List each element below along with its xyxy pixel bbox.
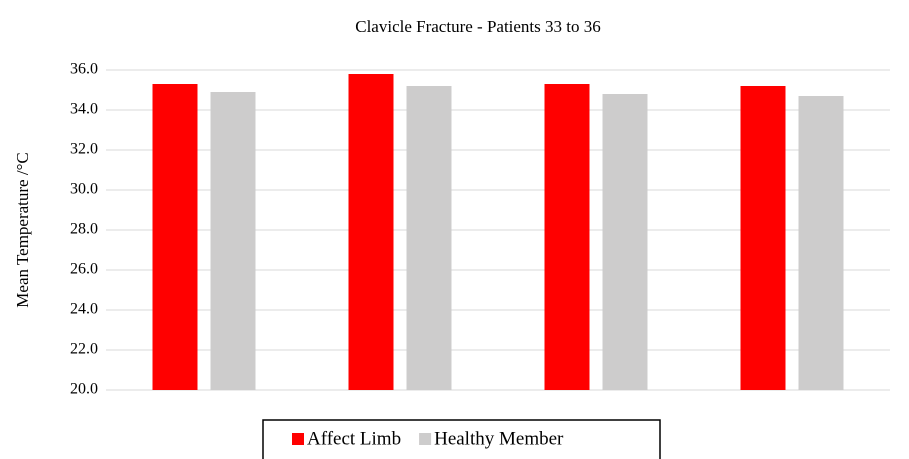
bar xyxy=(152,84,198,390)
y-tick-label: 30.0 xyxy=(70,181,98,198)
legend-swatch xyxy=(292,433,304,445)
bar xyxy=(798,96,844,390)
y-tick-label: 32.0 xyxy=(70,141,98,158)
y-tick-label: 36.0 xyxy=(70,61,98,78)
bar xyxy=(210,92,256,390)
y-tick-label: 20.0 xyxy=(70,381,98,398)
y-tick-label: 26.0 xyxy=(70,261,98,278)
y-tick-label: 24.0 xyxy=(70,301,98,318)
legend-label: Healthy Member xyxy=(434,428,564,449)
legend-box xyxy=(262,419,661,459)
bar xyxy=(740,86,786,390)
bar xyxy=(348,74,394,390)
bar xyxy=(544,84,590,390)
y-tick-label: 22.0 xyxy=(70,341,98,358)
legend-label: Affect Limb xyxy=(307,428,401,449)
chart-title: Clavicle Fracture - Patients 33 to 36 xyxy=(355,17,601,36)
y-axis-label: Mean Temperature /°C xyxy=(13,152,32,307)
y-tick-label: 34.0 xyxy=(70,101,98,118)
bar xyxy=(602,94,648,390)
legend-swatch xyxy=(419,433,432,445)
y-tick-label: 28.0 xyxy=(70,221,98,238)
bar xyxy=(406,86,452,390)
